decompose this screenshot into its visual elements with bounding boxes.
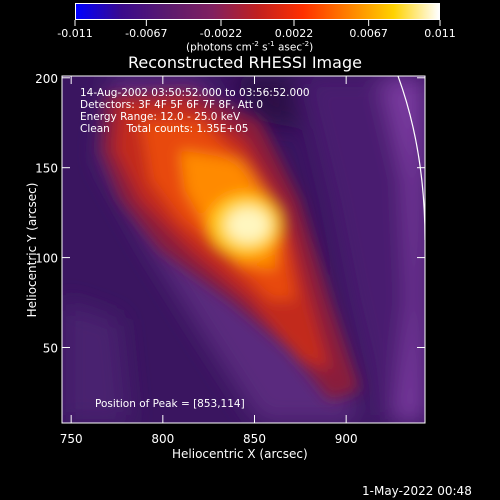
colorbar-tick-label: 0.0022 xyxy=(275,27,314,40)
annotation-energy: Energy Range: 12.0 - 25.0 keV xyxy=(80,111,241,123)
colorbar-tick-label: -0.0022 xyxy=(200,27,242,40)
colorbar xyxy=(75,3,440,20)
x-axis-label: Heliocentric X (arcsec) xyxy=(172,447,308,461)
x-axis: 750 800 850 900 xyxy=(60,76,358,446)
y-tick-label: 150 xyxy=(35,162,58,176)
x-tick-label: 900 xyxy=(335,432,358,446)
timestamp: 1-May-2022 00:48 xyxy=(362,484,472,498)
peak-label: Position of Peak = [853,114] xyxy=(95,398,245,410)
x-tick-label: 800 xyxy=(151,432,174,446)
plot-frame xyxy=(61,75,426,424)
y-tick-label: 50 xyxy=(43,341,58,355)
annotation-detectors: Detectors: 3F 4F 5F 6F 7F 8F, Att 0 xyxy=(80,99,264,111)
chart-title: Reconstructed RHESSI Image xyxy=(128,53,362,72)
colorbar-tick-label: 0.0067 xyxy=(349,27,388,40)
y-tick-label: 200 xyxy=(35,72,58,86)
x-tick-label: 850 xyxy=(243,432,266,446)
y-tick-label: 100 xyxy=(35,252,58,266)
y-axis-label: Heliocentric Y (arcsec) xyxy=(25,182,39,318)
y-axis: 50 100 150 200 xyxy=(35,72,425,355)
colorbar-units: (photons cm-2 s-1 asec-2) xyxy=(186,40,314,54)
annotation-time: 14-Aug-2002 03:50:52.000 to 03:56:52.000 xyxy=(80,87,310,99)
annotation-counts: Clean Total counts: 1.35E+05 xyxy=(80,123,249,135)
heatmap-image xyxy=(62,76,425,423)
x-tick-label: 750 xyxy=(60,432,83,446)
colorbar-tick-label: -0.011 xyxy=(57,27,92,40)
colorbar-tick-label: 0.011 xyxy=(424,27,456,40)
colorbar-tick-label: -0.0067 xyxy=(125,27,167,40)
colorbar-ticks: -0.011 -0.0067 -0.0022 0.0022 0.0067 0.011 xyxy=(57,20,456,40)
